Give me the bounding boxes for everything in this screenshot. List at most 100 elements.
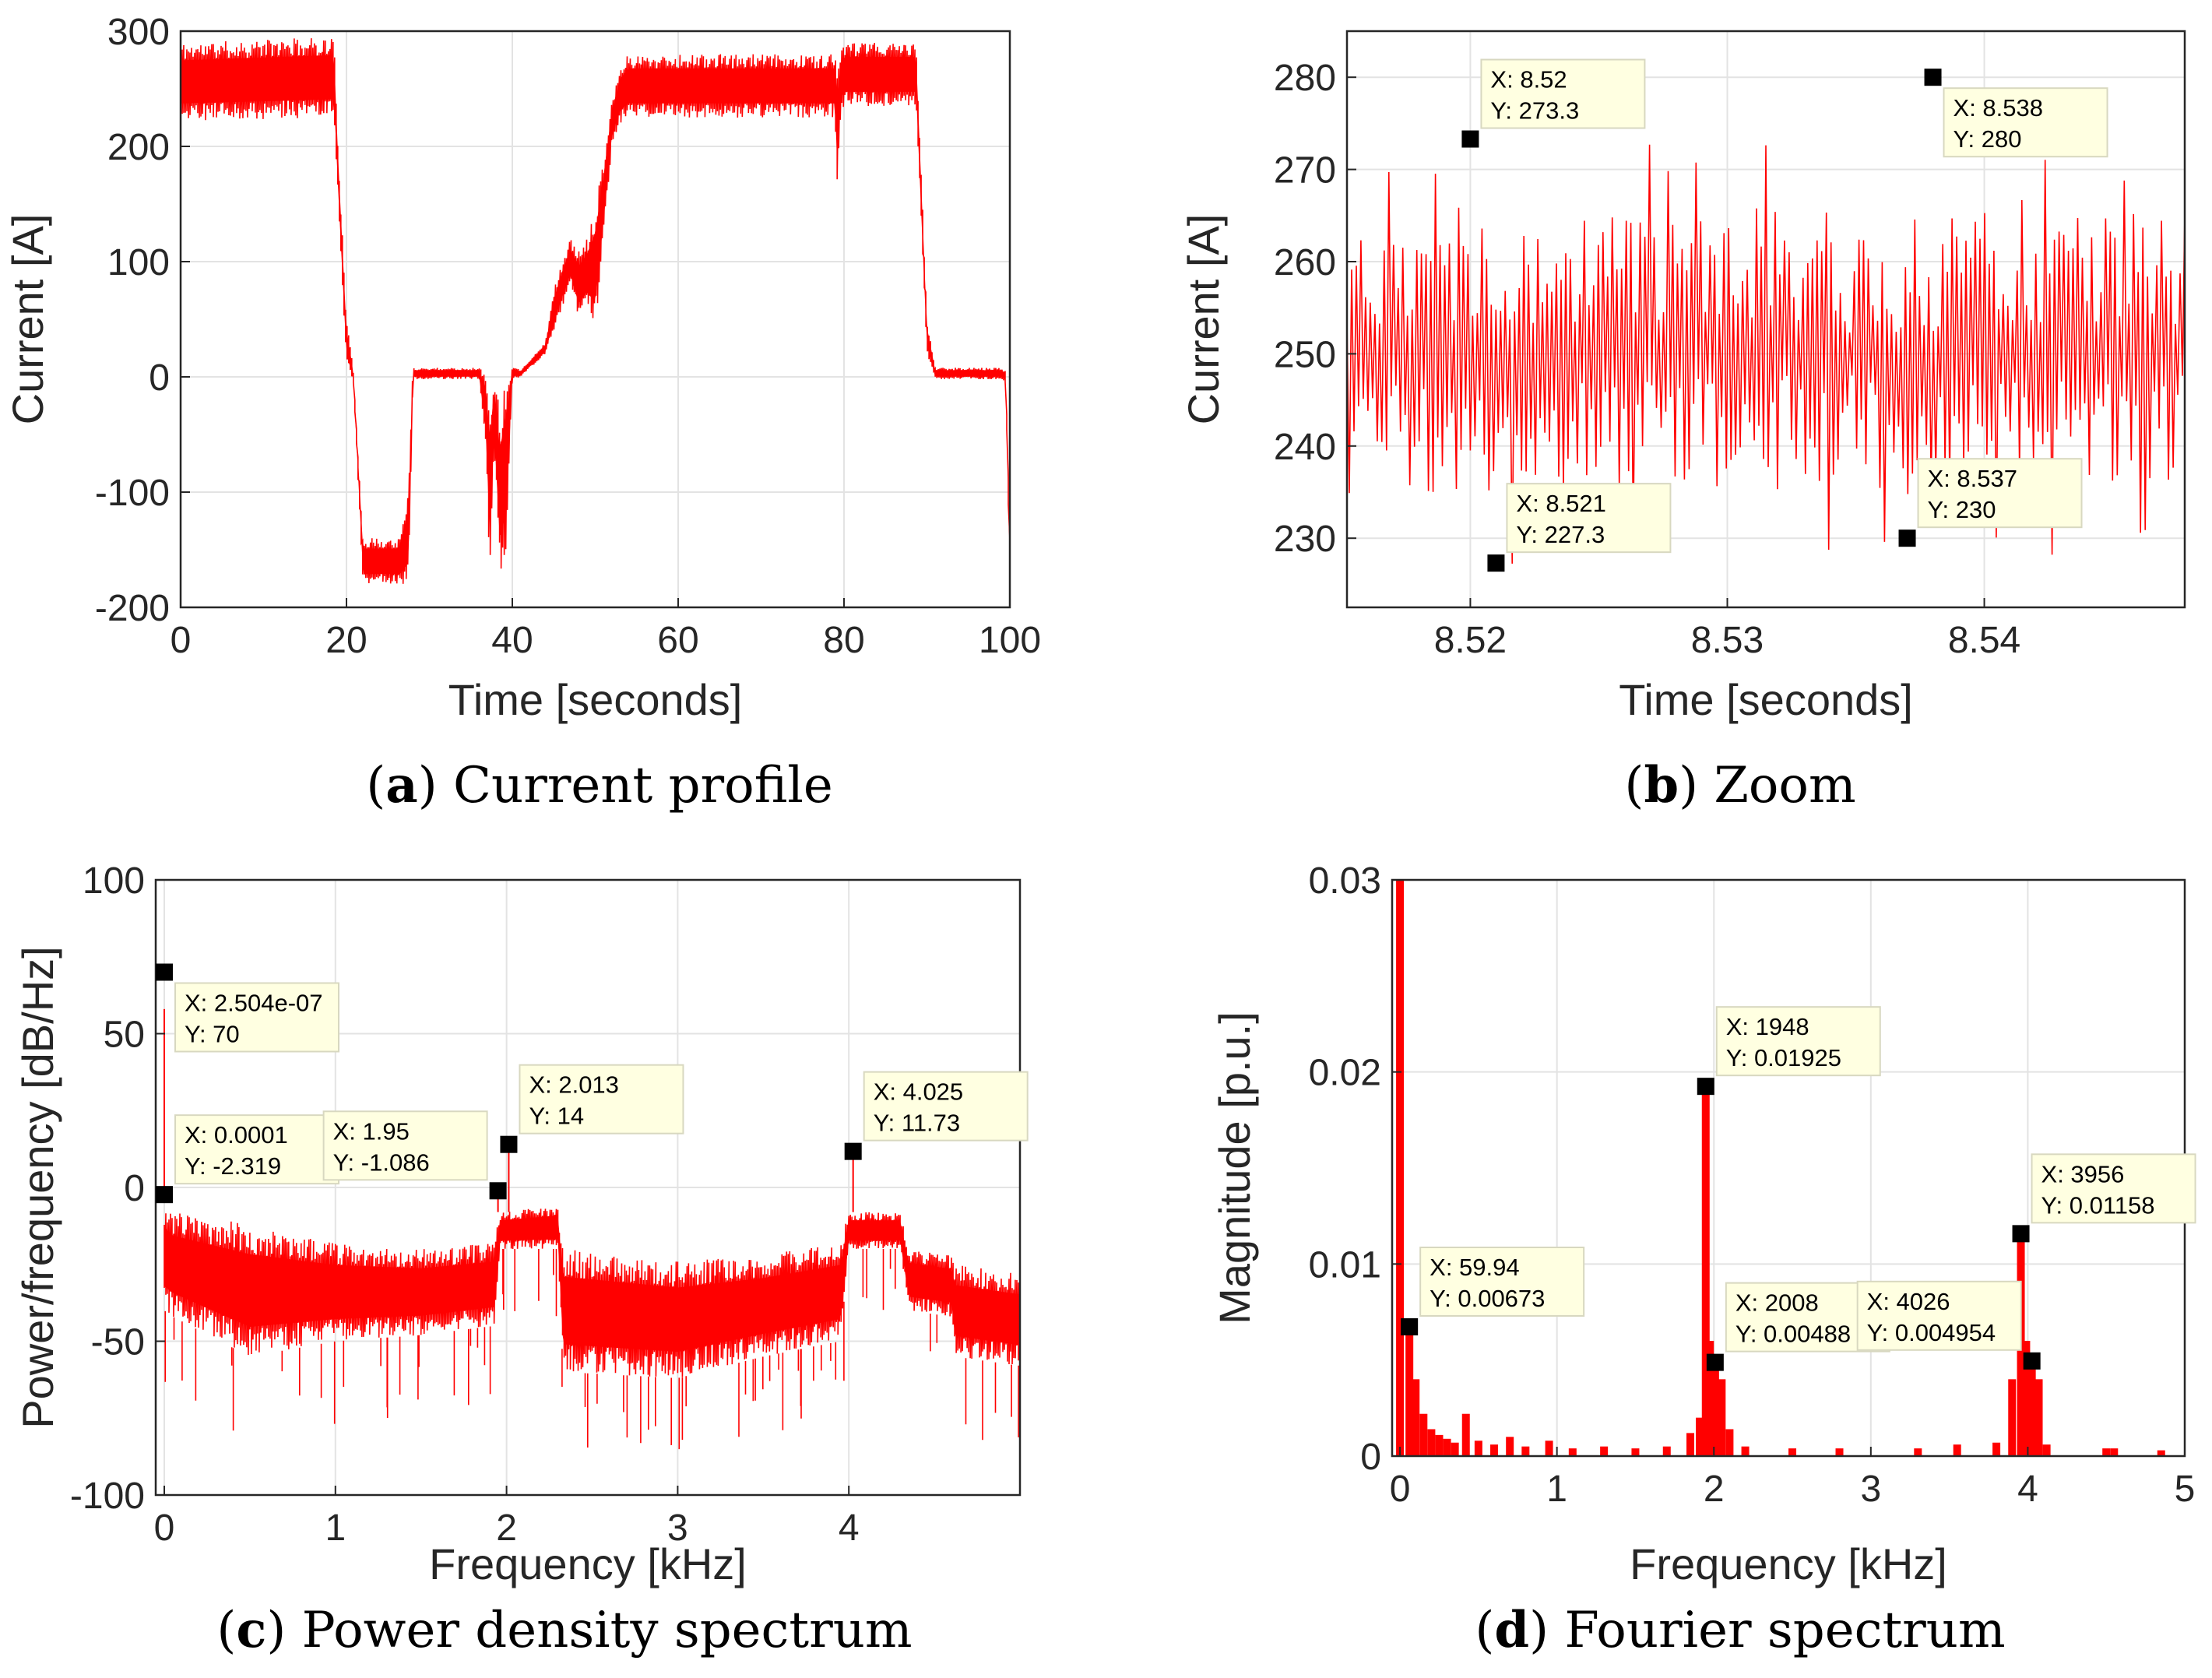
- bar-24: [1725, 1429, 1734, 1456]
- datatip-y-label: Y: 0.004954: [1867, 1319, 1996, 1346]
- datatip-2: X: 8.538 Y: 280: [1943, 87, 2108, 158]
- x-tick-label: 0: [171, 620, 192, 661]
- y-tick-label: 100: [107, 242, 170, 283]
- datatip-x-label: X: 8.52: [1490, 66, 1567, 93]
- datatip-box: [322, 1110, 488, 1181]
- datatip-box: [1419, 1246, 1585, 1317]
- datatip-y-label: Y: 70: [185, 1021, 240, 1048]
- y-tick-label: 250: [1274, 334, 1336, 375]
- datatip-y-label: Y: 273.3: [1490, 97, 1579, 125]
- bar-17: [1662, 1446, 1671, 1456]
- datatip-x-label: X: 2008: [1735, 1289, 1819, 1317]
- bar-8: [1461, 1413, 1470, 1456]
- y-tick-label: -200: [95, 588, 170, 629]
- bar-1: [1405, 1327, 1414, 1456]
- datatip-box: [174, 982, 339, 1053]
- y-axis-label: Power/frequency [dB/Hz]: [13, 946, 62, 1428]
- signal-spikes: [164, 1249, 1019, 1450]
- y-tick-label: 240: [1274, 427, 1336, 468]
- datatip-y-label: Y: 230: [1928, 496, 1996, 523]
- y-tick-label: 50: [104, 1015, 145, 1056]
- datatip-marker-4: [844, 1142, 862, 1160]
- bar-35: [2034, 1379, 2043, 1456]
- x-tick-label: 2: [1704, 1469, 1725, 1510]
- datatip-x-label: X: 1.95: [333, 1117, 410, 1145]
- y-axis-label: Current [A]: [1179, 214, 1228, 425]
- bar-25: [1741, 1446, 1750, 1456]
- panel-d-fourier-spectrum: 0 1 2 3 4 5 0 0.01 0.02 0.03 Frequency [kHz] Magnit…: [1210, 860, 2196, 1588]
- x-tick-label: 4: [2017, 1469, 2038, 1510]
- datatip-y-label: Y: 11.73: [874, 1110, 960, 1137]
- datatip-box: [1506, 483, 1672, 554]
- axes-box: [1345, 30, 2186, 609]
- datatip-marker-1: [1487, 554, 1505, 572]
- datatip-x-label: X: 8.538: [1954, 94, 2043, 121]
- datatip-marker-0: [155, 963, 173, 981]
- datatip-0: X: 2.504e-07 Y: 70: [174, 982, 339, 1053]
- bar-19: [1696, 1417, 1704, 1456]
- bar-29: [1953, 1444, 1961, 1456]
- x-tick-label: 100: [979, 620, 1041, 661]
- datatip-box: [1943, 87, 2108, 158]
- bar-3: [1419, 1413, 1428, 1456]
- bar-10: [1490, 1444, 1499, 1456]
- datatip-0: X: 59.94 Y: 0.00673: [1419, 1246, 1585, 1317]
- y-tick-label: 0: [149, 357, 170, 399]
- x-tick-label: 60: [657, 620, 698, 661]
- x-axis-label: Time [seconds]: [1619, 675, 1913, 724]
- x-tick-label: 8.54: [1948, 620, 2020, 661]
- bar-28: [1914, 1448, 1922, 1456]
- datatip-2: X: 1.95 Y: -1.086: [322, 1110, 488, 1181]
- x-axis-label: Frequency [kHz]: [429, 1539, 747, 1588]
- datatip-y-label: Y: 14: [529, 1103, 584, 1130]
- datatip-marker-1: [156, 1186, 174, 1204]
- y-tick-label: 270: [1274, 150, 1336, 192]
- datatip-marker-2: [1924, 69, 1942, 86]
- datatip-marker-0: [1401, 1317, 1419, 1335]
- bar-5: [1435, 1434, 1444, 1456]
- caption-d: (d) Fourier spectrum: [1475, 1601, 2005, 1659]
- datatip-4: X: 4.025 Y: 11.73: [863, 1071, 1029, 1142]
- datatip-y-label: Y: 0.00488: [1735, 1321, 1851, 1348]
- y-axis-label: Current [A]: [3, 214, 52, 425]
- y-tick-label: 230: [1274, 519, 1336, 560]
- datatip-1: X: 1948 Y: 0.01925: [1715, 1006, 1881, 1077]
- bar-11: [1506, 1437, 1514, 1456]
- x-tick-label: 0: [1390, 1469, 1411, 1510]
- bar-37: [2102, 1448, 2111, 1456]
- datatip-box: [1480, 58, 1646, 129]
- plot-area: [181, 31, 1010, 607]
- datatip-y-label: Y: 227.3: [1516, 521, 1605, 548]
- datatip-y-label: Y: 0.01158: [2041, 1191, 2155, 1219]
- y-tick-label: -100: [70, 1476, 145, 1517]
- x-axis-label: Frequency [kHz]: [1630, 1539, 1947, 1588]
- x-tick-label: 80: [823, 620, 864, 661]
- datatip-box: [1917, 458, 2083, 529]
- caption-b: (b) Zoom: [1624, 756, 1855, 814]
- bar-18: [1686, 1433, 1695, 1456]
- datatip-box: [174, 1114, 340, 1185]
- datatip-4: X: 3956 Y: 0.01158: [2031, 1153, 2196, 1224]
- y-tick-label: -100: [95, 473, 170, 514]
- y-tick-label: 100: [83, 860, 145, 902]
- datatip-y-label: Y: 280: [1954, 125, 2022, 153]
- y-tick-label: 280: [1274, 58, 1336, 99]
- datatip-marker-3: [2023, 1352, 2041, 1370]
- signal-trace: [1346, 144, 2186, 564]
- y-axis-label: Magnitude [p.u.]: [1210, 1011, 1259, 1324]
- datatip-x-label: X: 59.94: [1430, 1254, 1519, 1281]
- bar-30: [1992, 1442, 2001, 1456]
- datatip-marker-0: [1461, 130, 1479, 148]
- y-tick-label: 0: [1360, 1437, 1381, 1478]
- bar-39: [2157, 1450, 2165, 1456]
- bar-23: [1718, 1379, 1726, 1456]
- bar-7: [1451, 1442, 1459, 1456]
- bar-20: [1701, 1086, 1710, 1456]
- x-tick-label: 20: [325, 620, 367, 661]
- datatip-3: X: 8.537 Y: 230: [1917, 458, 2083, 529]
- y-tick-label: 0.02: [1309, 1053, 1381, 1094]
- datatip-x-label: X: 4026: [1867, 1288, 1950, 1315]
- x-tick-label: 1: [1546, 1469, 1567, 1510]
- bar-2: [1412, 1379, 1420, 1456]
